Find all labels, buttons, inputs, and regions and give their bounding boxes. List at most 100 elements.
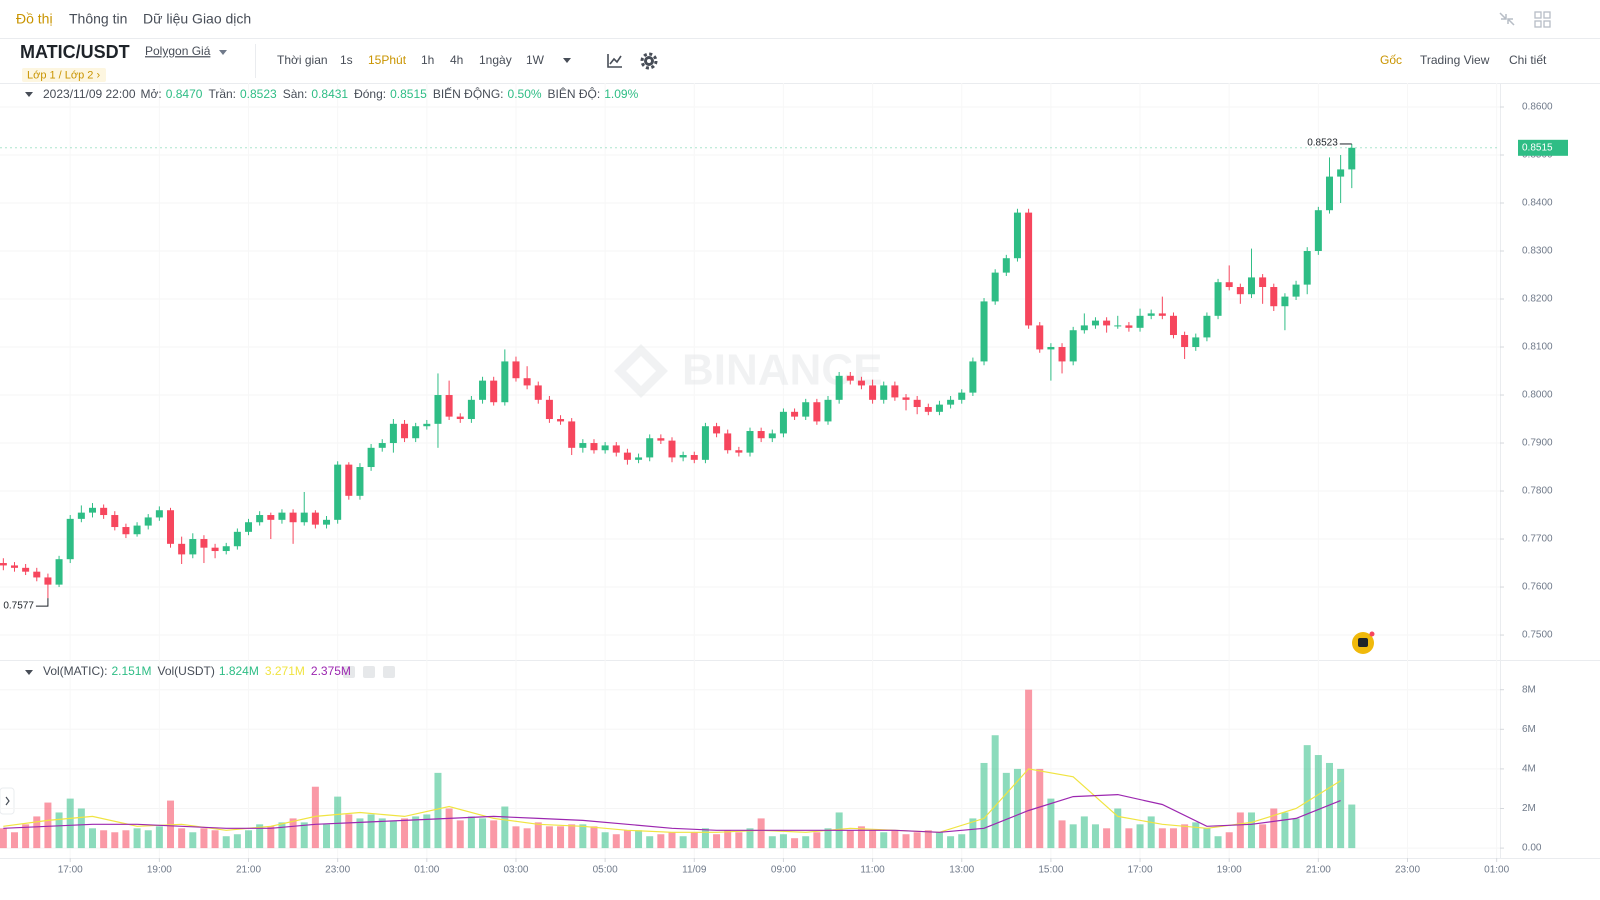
layer-link[interactable]: Lớp 1 / Lớp 2 › (27, 69, 100, 81)
x-tick-label: 19:00 (147, 865, 172, 876)
candle-body (991, 272, 999, 302)
candle-body (746, 431, 754, 453)
candle-body (545, 399, 553, 420)
candle-body (1303, 251, 1311, 285)
watermark-text: BINANCE (682, 346, 882, 395)
volume-bar (1225, 832, 1233, 849)
tab[interactable]: Thông tin (69, 11, 127, 27)
candle-body (1158, 313, 1166, 316)
toggle-box (0, 787, 15, 815)
y-tick-label: 2M (1522, 803, 1536, 814)
interval[interactable]: 4h (450, 53, 463, 67)
settings-icon[interactable] (640, 52, 658, 70)
info-label: Mở: (141, 87, 162, 101)
volume-bar (100, 830, 108, 849)
x-tick-label: 15:00 (1038, 865, 1063, 876)
symbol: MATIC/USDT (20, 42, 130, 62)
x-tick-label: 01:00 (414, 865, 439, 876)
candle-body (1181, 335, 1189, 348)
volume-bar (334, 796, 342, 849)
volume-bar (1314, 755, 1322, 849)
volume-bar (545, 826, 553, 849)
volume-bar (467, 816, 475, 849)
low-marker (35, 598, 49, 607)
candle-body (300, 512, 308, 523)
y-tick-label: 0.8200 (1522, 294, 1553, 305)
candle-body (1348, 147, 1356, 170)
side-toggle[interactable] (0, 787, 15, 815)
candle-body (1325, 176, 1333, 211)
tool-button[interactable] (343, 666, 355, 678)
layer-badge[interactable] (22, 68, 106, 82)
volume-bar (256, 824, 264, 849)
tool-button[interactable] (383, 666, 395, 678)
y-tick-label: 0.8300 (1522, 246, 1553, 257)
candle-body (891, 385, 899, 398)
y-tick-label: 0.8400 (1522, 198, 1553, 209)
watermark: BINANCE (614, 344, 882, 398)
volume-bar (1292, 818, 1300, 849)
y-tick-label: 0.8000 (1522, 390, 1553, 401)
candle-body (623, 452, 631, 460)
candle-body (501, 361, 509, 403)
volume-bar (345, 814, 353, 849)
candle-body (1025, 212, 1033, 326)
interval[interactable]: 1W (526, 53, 545, 67)
volume-bar (1203, 828, 1211, 849)
volume-bar (412, 816, 420, 849)
volume-bar (1002, 772, 1010, 849)
volume-bar (701, 828, 709, 849)
legend-value: 2.151M (111, 664, 151, 678)
volume-bar (690, 832, 698, 849)
info-label: Sàn: (283, 87, 308, 101)
tool-button[interactable] (363, 666, 375, 678)
candle-body (1169, 315, 1177, 336)
candle-body (412, 426, 420, 439)
notification-dot (1369, 631, 1375, 637)
x-tick-label: 11/09 (682, 865, 707, 876)
view-option[interactable]: Trading View (1420, 53, 1490, 67)
y-tick-label: 0.8600 (1522, 102, 1553, 113)
dropdown-caret[interactable] (219, 50, 227, 55)
indicator-icon[interactable] (607, 54, 622, 68)
candle-body (1058, 347, 1066, 362)
collapse-caret[interactable] (25, 670, 33, 675)
volume-bar (33, 816, 41, 849)
candle-body (155, 510, 163, 518)
interval[interactable]: 1s (340, 53, 353, 67)
interval[interactable]: 1h (421, 53, 434, 67)
tab[interactable]: Đồ thị (16, 11, 53, 27)
candle-body (523, 378, 531, 386)
volume-bar (646, 836, 654, 849)
layout-icon[interactable] (1534, 11, 1551, 28)
candle-body (579, 443, 587, 448)
volume-bar (913, 832, 921, 849)
candle-body (33, 571, 41, 578)
candle-body (200, 539, 208, 548)
candle-body (445, 395, 453, 417)
volume-bar (1069, 824, 1077, 849)
volume-bar (880, 832, 888, 849)
interval[interactable]: 15Phút (368, 53, 407, 67)
floating-button[interactable] (1352, 631, 1375, 655)
collapse-icon[interactable] (1499, 12, 1515, 26)
volume-tools[interactable] (343, 666, 395, 678)
view-option[interactable]: Gốc (1380, 53, 1402, 67)
candle-body (590, 443, 598, 451)
candle-body (367, 447, 375, 468)
view-option[interactable]: Chi tiết (1509, 53, 1547, 67)
candle-body (768, 433, 776, 439)
name-link[interactable]: Polygon Giá (145, 44, 211, 58)
volume-bar (456, 820, 464, 849)
collapse-caret[interactable] (25, 92, 33, 97)
candle-body (44, 577, 52, 585)
tab[interactable]: Dữ liệu Giao dịch (143, 11, 251, 27)
interval-dropdown[interactable] (563, 58, 571, 63)
interval[interactable]: 1ngày (479, 53, 512, 67)
candle-body (144, 517, 152, 526)
candle-body (835, 375, 843, 400)
candle-body (133, 525, 141, 535)
volume-bar (401, 818, 409, 849)
candle-body (1259, 277, 1267, 288)
